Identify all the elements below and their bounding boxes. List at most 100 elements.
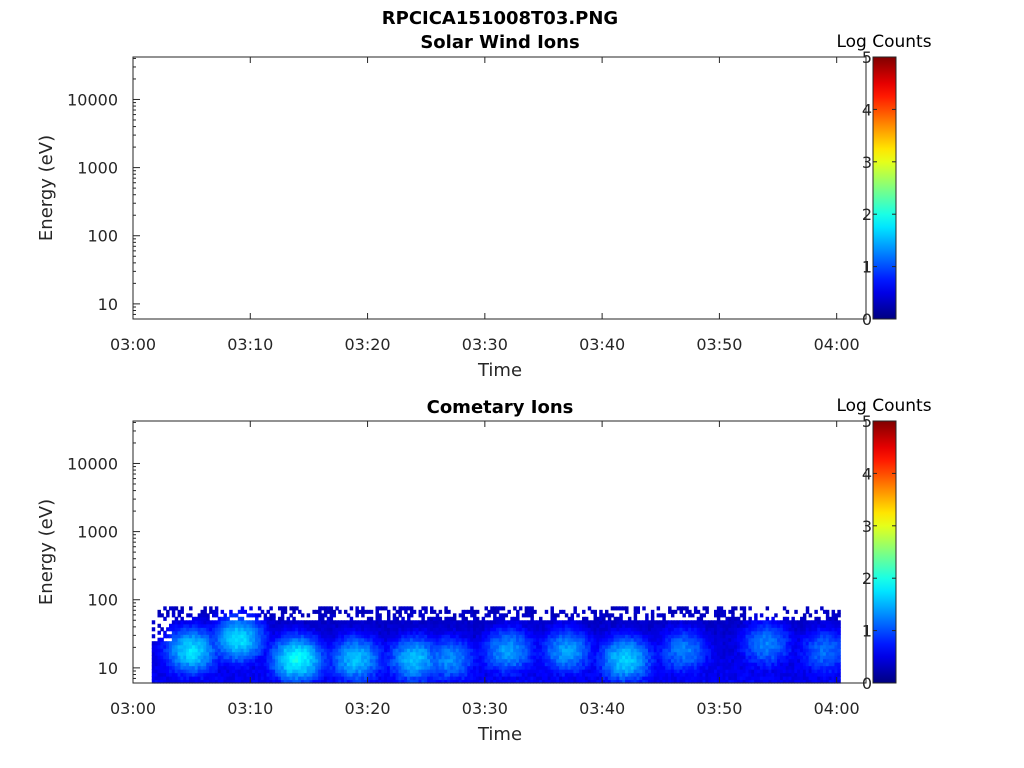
spectrogram-cell xyxy=(409,655,414,660)
spectrogram-cell xyxy=(412,630,417,635)
spectrogram-cell xyxy=(599,637,603,642)
spectrogram-cell xyxy=(533,623,537,628)
spectrogram-cell xyxy=(438,669,443,674)
spectrogram-cell xyxy=(197,613,202,618)
spectrogram-cell xyxy=(567,665,572,670)
spectrogram-cell xyxy=(300,620,305,625)
spectrogram-cell xyxy=(424,630,428,635)
spectrogram-cell xyxy=(186,613,190,618)
spectrogram-cell xyxy=(312,679,316,684)
spectrogram-cell xyxy=(762,627,767,632)
spectrogram-cell xyxy=(197,658,202,663)
spectrogram-cell xyxy=(719,662,724,667)
spectrogram-cell xyxy=(255,637,259,642)
spectrogram-cell xyxy=(366,672,371,677)
spectrogram-cell xyxy=(418,662,422,667)
spectrogram-cell xyxy=(745,627,750,632)
spectrogram-cell xyxy=(260,609,265,614)
x-axis-label: Time xyxy=(477,724,522,745)
spectrogram-cell xyxy=(659,676,663,681)
spectrogram-cell xyxy=(516,655,520,660)
spectrogram-cell xyxy=(742,662,747,667)
spectrogram-cell xyxy=(599,672,603,677)
spectrogram-cell xyxy=(435,630,440,635)
spectrogram-cell xyxy=(329,648,334,653)
spectrogram-cell xyxy=(656,662,661,667)
spectrogram-cell xyxy=(495,658,500,663)
spectrogram-cell xyxy=(636,634,641,639)
spectrogram-cell xyxy=(450,658,454,663)
spectrogram-cell xyxy=(260,662,265,667)
spectrogram-cell xyxy=(458,627,463,632)
spectrogram-cell xyxy=(232,655,236,660)
spectrogram-cell xyxy=(633,648,638,653)
spectrogram-cell xyxy=(513,644,517,649)
spectrogram-cell xyxy=(430,655,434,660)
spectrogram-cell xyxy=(685,658,689,663)
spectrogram-cell xyxy=(395,669,400,674)
spectrogram-cell xyxy=(797,662,801,667)
spectrogram-cell xyxy=(693,620,698,625)
spectrogram-cell xyxy=(553,620,557,625)
spectrogram-cell xyxy=(599,669,603,674)
spectrogram-cell xyxy=(412,669,417,674)
spectrogram-cell xyxy=(412,623,417,628)
spectrogram-cell xyxy=(619,644,623,649)
spectrogram-cell xyxy=(725,676,729,681)
spectrogram-cell xyxy=(407,630,411,635)
spectrogram-cell xyxy=(665,672,669,677)
spectrogram-cell xyxy=(627,627,632,632)
spectrogram-cell xyxy=(335,627,339,632)
spectrogram-cell xyxy=(321,648,325,653)
spectrogram-cell xyxy=(415,637,420,642)
spectrogram-cell xyxy=(332,623,336,628)
spectrogram-cell xyxy=(814,609,818,614)
spectrogram-cell xyxy=(217,616,222,621)
spectrogram-cell xyxy=(533,648,537,653)
spectrogram-cell xyxy=(381,634,385,639)
spectrogram-cell xyxy=(260,620,265,625)
spectrogram-cell xyxy=(837,620,841,625)
spectrogram-cell xyxy=(501,616,506,621)
spectrogram-cell xyxy=(415,658,420,663)
spectrogram-cell xyxy=(777,623,781,628)
spectrogram-cell xyxy=(693,630,698,635)
spectrogram-cell xyxy=(653,655,658,660)
spectrogram-cell xyxy=(217,627,222,632)
spectrogram-cell xyxy=(315,620,319,625)
spectrogram-cell xyxy=(536,620,540,625)
spectrogram-cell xyxy=(768,658,772,663)
spectrogram-cell xyxy=(533,634,537,639)
spectrogram-cell xyxy=(607,627,612,632)
spectrogram-cell xyxy=(174,606,179,611)
spectrogram-cell xyxy=(731,644,735,649)
spectrogram-cell xyxy=(708,627,712,632)
spectrogram-cell xyxy=(386,634,391,639)
spectrogram-cell xyxy=(602,651,606,656)
spectrogram-cell xyxy=(659,662,663,667)
spectrogram-cell xyxy=(673,630,678,635)
spectrogram-cell xyxy=(490,620,494,625)
spectrogram-cell xyxy=(625,658,629,663)
spectrogram-cell xyxy=(412,655,417,660)
spectrogram-cell xyxy=(421,623,425,628)
spectrogram-cell xyxy=(286,620,291,625)
spectrogram-cell xyxy=(475,634,480,639)
spectrogram-cell xyxy=(831,679,836,684)
spectrogram-cell xyxy=(444,676,448,681)
spectrogram-cell xyxy=(539,623,543,628)
spectrogram-cell xyxy=(277,641,282,646)
spectrogram-cell xyxy=(625,644,629,649)
spectrogram-cell xyxy=(289,644,293,649)
spectrogram-cell xyxy=(455,658,460,663)
spectrogram-cell xyxy=(415,672,420,677)
spectrogram-cell xyxy=(450,630,454,635)
spectrogram-cell xyxy=(361,644,365,649)
spectrogram-cell xyxy=(289,648,293,653)
spectrogram-cell xyxy=(292,641,296,646)
spectrogram-cell xyxy=(490,655,494,660)
spectrogram-cell xyxy=(424,676,428,681)
spectrogram-cell xyxy=(516,630,520,635)
spectrogram-cell xyxy=(275,655,279,660)
spectrogram-cell xyxy=(662,648,666,653)
